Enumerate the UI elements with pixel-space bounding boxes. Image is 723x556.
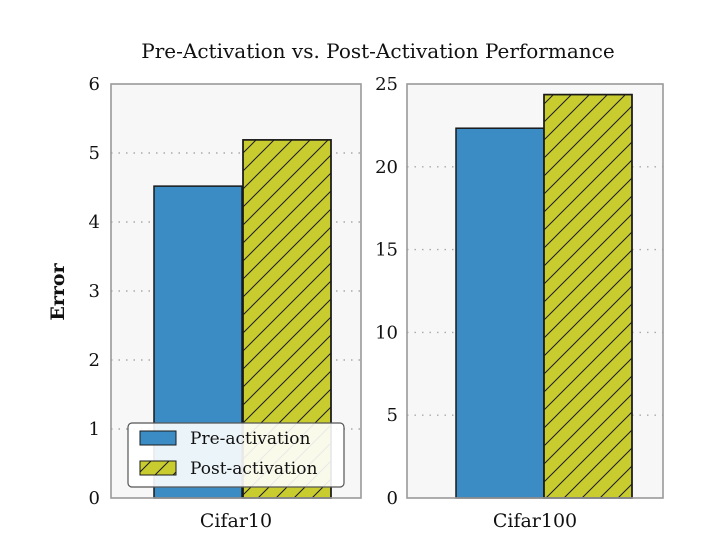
legend-label-post: Post-activation bbox=[190, 459, 317, 479]
y-tick-label: 20 bbox=[375, 157, 398, 178]
y-tick-label: 5 bbox=[89, 143, 100, 164]
panel-cifar100: 0 5 10 15 20 25 Cifar100 bbox=[375, 74, 664, 532]
panel-frame bbox=[406, 83, 664, 499]
y-tick-label: 0 bbox=[387, 488, 398, 509]
bar-pre-activation bbox=[455, 127, 545, 499]
y-tick-label: 3 bbox=[89, 281, 100, 302]
panel-frame bbox=[110, 83, 362, 499]
y-axis-label: Error bbox=[47, 262, 69, 320]
y-tick-label: 0 bbox=[89, 488, 100, 509]
chart-title: Pre-Activation vs. Post-Activation Perfo… bbox=[141, 39, 614, 63]
y-tick-label: 10 bbox=[375, 322, 398, 343]
legend-label-pre: Pre-activation bbox=[190, 429, 311, 449]
y-tick-label: 5 bbox=[387, 405, 398, 426]
y-tick-label: 15 bbox=[375, 240, 398, 261]
x-category-label: Cifar100 bbox=[493, 510, 577, 532]
bar-post-activation-hatch bbox=[543, 93, 633, 499]
legend-box bbox=[127, 422, 345, 488]
x-category-label: Cifar10 bbox=[200, 510, 272, 532]
y-tick-label: 6 bbox=[89, 74, 100, 95]
y-tick-label: 2 bbox=[89, 350, 100, 371]
legend: Pre-activation Post-activation bbox=[127, 422, 345, 488]
legend-swatch-post bbox=[139, 460, 177, 476]
y-tick-label: 25 bbox=[375, 74, 398, 95]
y-tick-label: 1 bbox=[89, 419, 100, 440]
y-tick-label: 4 bbox=[89, 212, 100, 233]
legend-swatch-pre bbox=[139, 430, 177, 446]
